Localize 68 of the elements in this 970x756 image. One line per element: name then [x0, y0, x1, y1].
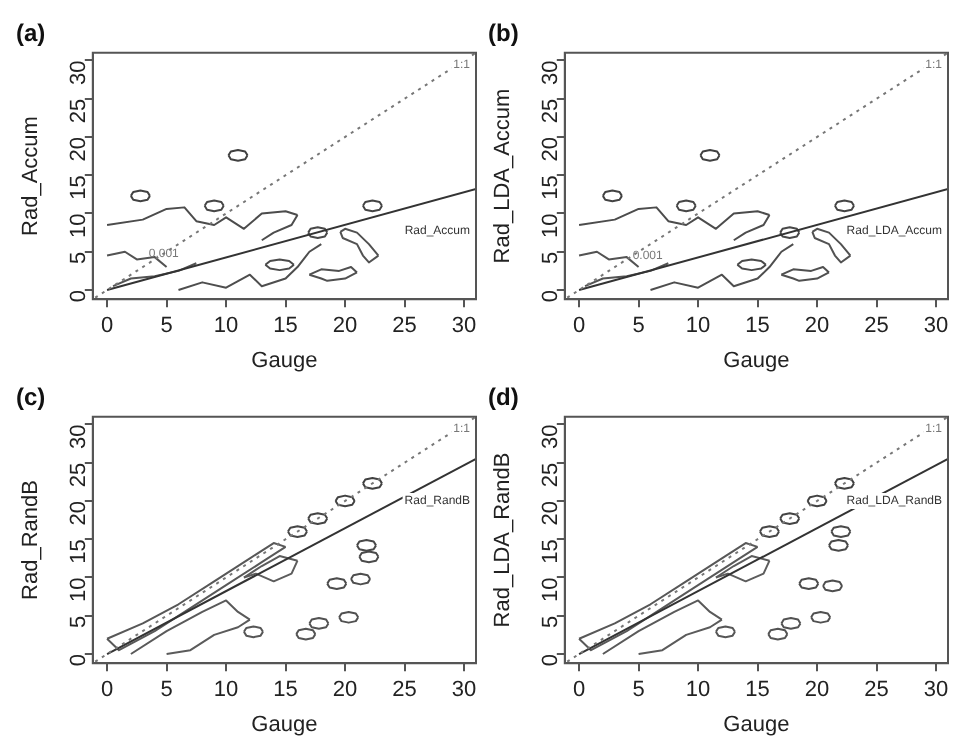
chart-title: (d) — [488, 383, 519, 412]
y-tick-label: 30 — [66, 60, 91, 85]
y-axis-title: Rad_LDA_RandB — [491, 452, 516, 628]
y-tick-label: 10 — [66, 577, 91, 602]
y-axis-title: Rad_LDA_Accum — [491, 88, 516, 264]
y-tick-label: 20 — [66, 500, 91, 526]
x-tick-label: 20 — [332, 314, 358, 339]
y-tick-label: 15 — [66, 175, 91, 200]
x-tick-label: 0 — [100, 678, 114, 703]
x-tick-label: 15 — [745, 678, 770, 703]
y-tick-label: 0 — [66, 654, 91, 667]
chart-title: (a) — [16, 19, 46, 48]
y-axis-title: Rad_RandB — [19, 480, 44, 600]
chart-title: (b) — [488, 19, 519, 48]
x-axis-title: Gauge — [723, 348, 790, 373]
x-tick-label: 0 — [572, 314, 586, 339]
x-tick-label: 10 — [213, 314, 239, 339]
y-tick-label: 15 — [66, 539, 91, 564]
y-tick-label: 10 — [538, 213, 563, 238]
x-tick-label: 0 — [572, 678, 586, 703]
x-tick-label: 25 — [392, 314, 417, 339]
x-tick-label: 5 — [632, 314, 645, 339]
y-tick-label: 0 — [538, 654, 563, 667]
x-tick-label: 20 — [332, 678, 358, 703]
x-tick-label: 30 — [451, 678, 477, 703]
y-tick-label: 25 — [538, 462, 563, 488]
x-tick-label: 10 — [213, 678, 239, 703]
x-tick-label: 25 — [392, 678, 417, 703]
x-tick-label: 10 — [685, 678, 711, 703]
y-tick-label: 5 — [538, 251, 563, 265]
y-tick-label: 15 — [538, 175, 563, 200]
x-tick-label: 30 — [451, 314, 477, 339]
x-axis-title: Gauge — [251, 348, 318, 373]
x-tick-label: 20 — [804, 678, 830, 703]
y-tick-label: 0 — [538, 290, 563, 303]
y-tick-label: 5 — [66, 615, 91, 629]
x-tick-label: 10 — [685, 314, 711, 339]
y-tick-label: 15 — [538, 539, 563, 564]
x-tick-label: 15 — [745, 314, 770, 339]
y-axis-title: Rad_Accum — [19, 116, 44, 236]
y-tick-label: 25 — [538, 98, 563, 124]
x-tick-label: 20 — [804, 314, 830, 339]
y-tick-label: 25 — [66, 462, 91, 488]
x-tick-label: 15 — [273, 678, 298, 703]
y-tick-label: 20 — [66, 136, 91, 162]
x-axis-title: Gauge — [251, 712, 318, 737]
y-tick-label: 20 — [538, 500, 563, 526]
y-tick-label: 10 — [538, 577, 563, 602]
y-tick-label: 30 — [538, 60, 563, 85]
x-tick-label: 25 — [864, 678, 889, 703]
y-tick-label: 0 — [66, 290, 91, 303]
x-tick-label: 30 — [923, 678, 949, 703]
chart-title: (c) — [16, 383, 46, 412]
x-tick-label: 25 — [864, 314, 889, 339]
y-tick-label: 10 — [66, 213, 91, 238]
x-tick-label: 5 — [160, 678, 173, 703]
x-tick-label: 5 — [160, 314, 173, 339]
y-tick-label: 5 — [538, 615, 563, 629]
x-tick-label: 5 — [632, 678, 645, 703]
y-tick-label: 30 — [66, 424, 91, 449]
y-tick-label: 30 — [538, 424, 563, 449]
x-tick-label: 15 — [273, 314, 298, 339]
x-tick-label: 0 — [100, 314, 114, 339]
y-tick-label: 20 — [538, 136, 563, 162]
x-axis-title: Gauge — [723, 712, 790, 737]
y-tick-label: 5 — [66, 251, 91, 265]
y-tick-label: 25 — [66, 98, 91, 124]
x-tick-label: 30 — [923, 314, 949, 339]
